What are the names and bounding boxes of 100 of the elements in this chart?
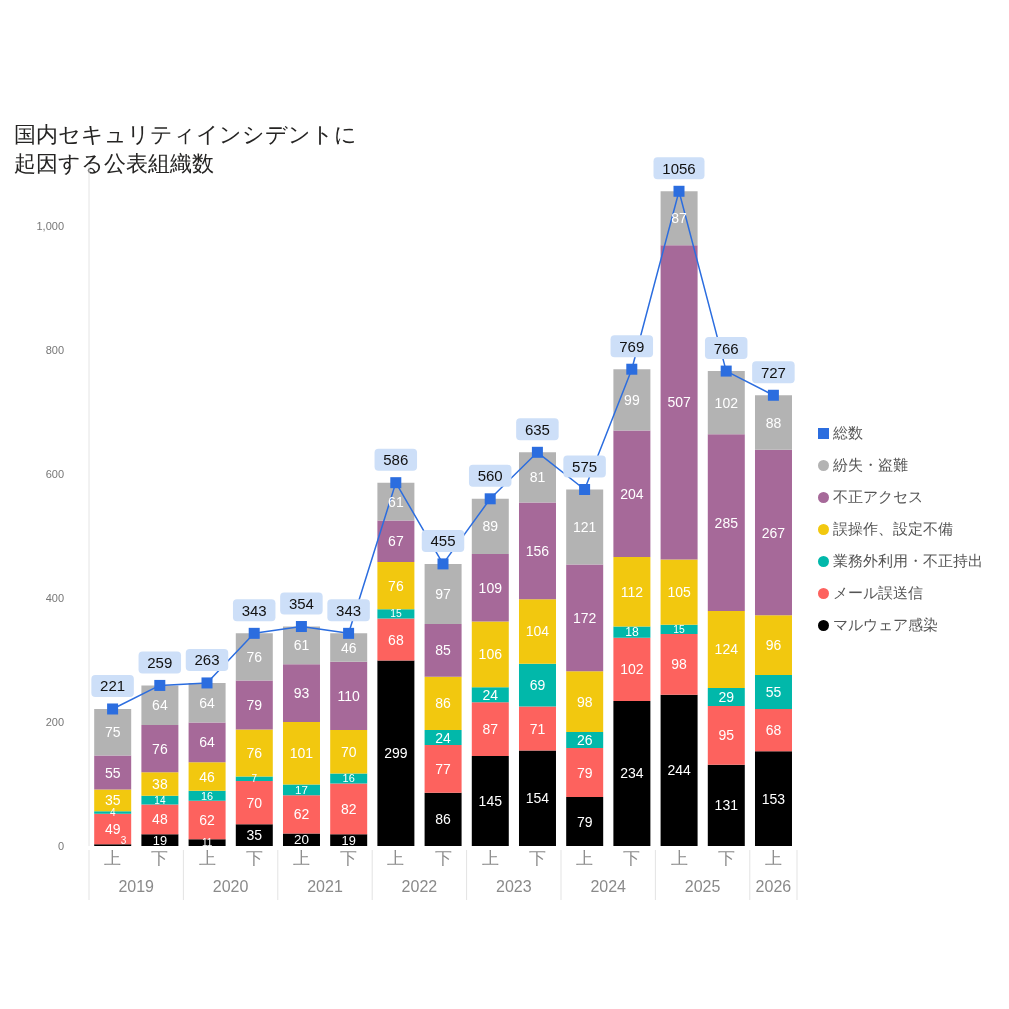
bar <box>424 563 462 625</box>
data-label: 29 <box>718 688 735 705</box>
data-label: 112 <box>620 583 644 600</box>
data-label: 68 <box>765 722 782 739</box>
data-label: 68 <box>388 631 404 648</box>
point <box>295 621 307 633</box>
point <box>484 493 496 505</box>
point <box>201 677 213 689</box>
data-label: 11 <box>201 837 213 849</box>
x-tick-label: 上 <box>387 848 405 868</box>
data-label: 77 <box>435 760 452 777</box>
data-label: 16 <box>342 772 355 785</box>
data-label: 234 <box>620 765 644 782</box>
data-label: 26 <box>576 731 593 748</box>
text: 2019 <box>118 877 155 895</box>
data-label: 76 <box>246 745 263 761</box>
text: 2024 <box>590 877 627 895</box>
bar <box>282 664 320 722</box>
data-label: 87 <box>671 210 688 227</box>
data-label: 89 <box>482 518 499 535</box>
data-label: 38 <box>152 776 168 792</box>
data-label: 86 <box>435 811 452 828</box>
bar <box>235 824 273 846</box>
data-label: 19 <box>341 832 356 848</box>
legend-label: マルウェア感染 <box>833 615 938 635</box>
x-tick-label: 上 <box>104 848 122 868</box>
data-label: 95 <box>718 727 735 744</box>
data-label: 105 <box>667 584 691 601</box>
bar <box>518 452 556 503</box>
bar <box>754 395 792 450</box>
data-label: 7 <box>251 773 258 785</box>
data-label: 124 <box>714 641 739 658</box>
x-tick-label: 下 <box>434 848 452 868</box>
bar <box>660 559 698 625</box>
data-label: 88 <box>765 414 782 431</box>
bar <box>518 706 556 751</box>
data-label: 14 <box>154 794 166 806</box>
data-label: 35 <box>246 827 263 844</box>
x-tick-label: 下 <box>151 848 169 868</box>
x-tick-label: 下 <box>340 848 358 868</box>
bar <box>707 371 745 435</box>
text: 2026 <box>755 877 792 895</box>
chart-title: 国内セキュリティインシデントに起因する公表組織数 <box>14 121 358 178</box>
data-label: 586 <box>383 451 409 469</box>
bar <box>613 430 651 558</box>
bar <box>660 633 698 695</box>
legend-label: 不正アクセス <box>833 487 923 507</box>
data-label: 3 <box>120 834 127 846</box>
data-label: 766 <box>713 339 739 357</box>
point <box>437 558 449 570</box>
data-label: 67 <box>388 533 404 550</box>
data-label: 635 <box>524 420 550 438</box>
data-label: 97 <box>435 585 452 602</box>
data-label: 145 <box>478 793 503 810</box>
text: 2025 <box>684 877 721 895</box>
data-label: 79 <box>576 813 593 830</box>
y-tick-label: 200 <box>45 715 64 728</box>
data-label: 343 <box>241 601 267 619</box>
bar <box>566 564 604 672</box>
data-label: 81 <box>529 469 546 486</box>
data-label: 102 <box>714 394 739 411</box>
data-label: 204 <box>620 485 644 502</box>
bar <box>707 764 745 846</box>
point <box>154 679 166 691</box>
y-tick-label: 600 <box>45 467 64 480</box>
bar <box>377 660 415 846</box>
point <box>767 389 779 401</box>
data-label: 102 <box>620 661 644 678</box>
bar <box>377 562 415 610</box>
y-tick-label: 1,000 <box>36 219 64 232</box>
legend-label: 紛失・盗難 <box>833 455 908 475</box>
data-label: 455 <box>430 532 456 550</box>
bar <box>660 694 698 846</box>
bar <box>235 633 273 681</box>
data-label: 64 <box>199 694 216 711</box>
x-tick-label: 下 <box>528 848 546 868</box>
point <box>390 477 402 489</box>
data-label: 64 <box>152 697 168 714</box>
data-label: 172 <box>573 609 597 626</box>
data-label: 285 <box>714 514 739 531</box>
bar <box>754 708 792 752</box>
bar <box>188 722 226 763</box>
data-label: 244 <box>667 762 691 779</box>
bar <box>660 245 698 560</box>
bar <box>613 557 651 627</box>
x-tick-label: 下 <box>717 848 735 868</box>
bar <box>754 615 792 675</box>
data-label: 70 <box>340 743 357 760</box>
data-label: 769 <box>619 337 645 355</box>
data-label: 75 <box>104 724 121 741</box>
data-label: 98 <box>576 693 593 710</box>
bar <box>613 637 651 701</box>
bar <box>282 722 320 785</box>
y-tick-label: 800 <box>45 343 64 356</box>
bar <box>330 783 368 835</box>
data-label: 96 <box>765 637 782 654</box>
data-label: 299 <box>384 745 408 762</box>
data-label: 76 <box>388 577 404 594</box>
bar <box>471 756 509 846</box>
bar <box>235 780 273 825</box>
